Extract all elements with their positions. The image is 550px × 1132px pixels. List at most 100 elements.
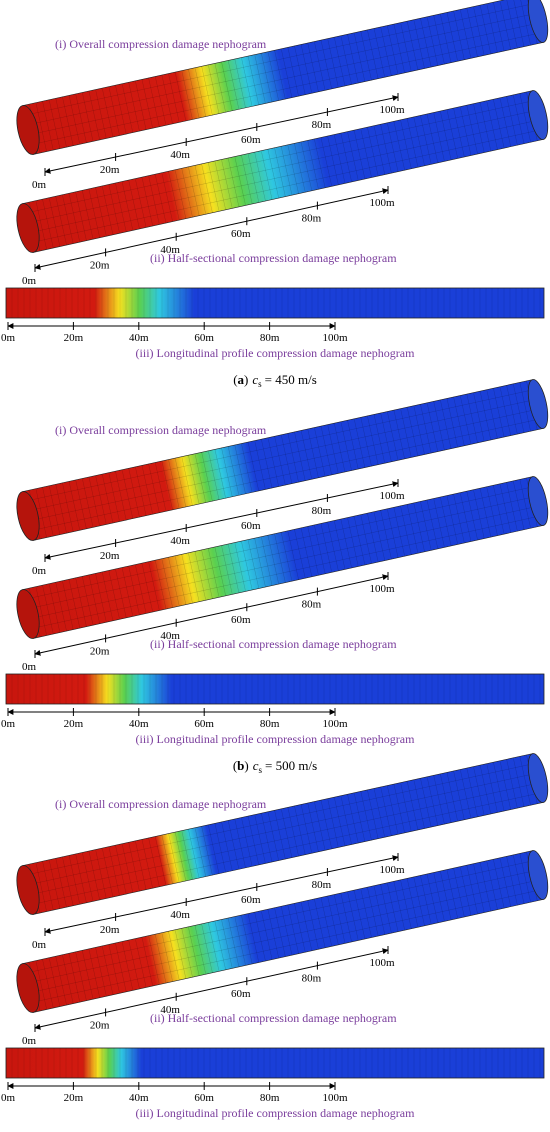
mesh-line	[307, 802, 319, 852]
mesh-line	[433, 775, 445, 825]
mesh-line	[400, 119, 412, 169]
tunnel-end	[527, 753, 549, 803]
mesh-line	[519, 853, 531, 903]
scale-label: 40m	[170, 535, 190, 547]
scale-label: 80m	[302, 599, 322, 611]
scale-line	[44, 481, 399, 560]
mesh-line	[440, 497, 452, 546]
caption-letter: a	[238, 372, 245, 387]
mesh-line	[261, 813, 273, 863]
mesh-line	[267, 437, 279, 487]
half-label: (ii) Half-sectional compression damage n…	[150, 1011, 397, 1025]
scale-label: 60m	[194, 1092, 214, 1104]
overall-label: (i) Overall compression damage nephogram	[55, 797, 267, 811]
mesh-line	[320, 40, 332, 89]
scale-label: 40m	[170, 149, 190, 161]
mesh-line	[347, 420, 359, 470]
mesh-line	[440, 111, 452, 160]
mesh-line	[440, 399, 452, 449]
mesh-line	[513, 0, 525, 47]
mesh-line	[373, 414, 385, 464]
scale-label: 60m	[194, 718, 214, 730]
mesh-line	[466, 105, 478, 155]
mesh-line	[426, 499, 439, 549]
mesh-line	[433, 401, 445, 451]
mesh-line	[426, 113, 439, 163]
mesh-line	[400, 408, 412, 458]
caption-subscript: s	[259, 765, 263, 775]
mesh-line	[519, 382, 531, 432]
tunnel-profile	[5, 287, 545, 319]
mesh-line	[373, 788, 385, 838]
mesh-line	[406, 504, 419, 554]
mesh-line	[426, 776, 438, 826]
mesh-line	[479, 488, 492, 538]
mesh-line	[473, 863, 485, 913]
scale-label: 100m	[379, 104, 405, 116]
mesh-line	[287, 433, 299, 483]
mesh-line	[486, 763, 498, 813]
mesh-line	[314, 801, 326, 851]
scale-label: 0m	[22, 275, 37, 287]
mesh-line	[274, 50, 286, 100]
scale-label: 100m	[379, 490, 405, 502]
mesh-line	[360, 791, 372, 841]
mesh-line	[486, 3, 498, 53]
mesh-line	[360, 31, 372, 81]
mesh-line	[387, 25, 399, 75]
mesh-line	[453, 868, 465, 917]
mesh-line	[347, 34, 359, 84]
mesh-line	[387, 785, 399, 835]
mesh-line	[287, 47, 299, 97]
mesh-line	[267, 811, 279, 861]
mesh-line	[400, 22, 412, 72]
caption-paren: (	[233, 758, 237, 773]
longitudinal-label: (iii) Longitudinal profile compression d…	[136, 732, 416, 746]
mesh-line	[327, 38, 339, 88]
scale-label: 60m	[194, 332, 214, 344]
mesh-line	[400, 505, 412, 555]
scale-label: 60m	[241, 894, 261, 906]
mesh-line	[314, 41, 326, 91]
mesh-line	[287, 807, 299, 857]
mesh-line	[440, 871, 452, 920]
mesh-line	[473, 103, 485, 153]
caption: (a) cs = 450 m/s	[233, 372, 317, 389]
mesh-line	[453, 108, 465, 157]
mesh-line	[479, 862, 492, 912]
mesh-line	[513, 854, 525, 904]
scale-label: 80m	[302, 973, 322, 985]
caption-subscript: s	[258, 379, 262, 389]
scale-label: 80m	[312, 879, 332, 891]
mesh-line	[506, 0, 518, 49]
mesh-line	[460, 9, 472, 59]
tunnel-end	[16, 491, 40, 541]
mesh-line	[506, 856, 518, 906]
mesh-line	[513, 757, 525, 807]
mesh-line	[440, 773, 452, 823]
mesh-line	[413, 116, 425, 166]
scale-label: 100m	[379, 864, 405, 876]
mesh-line	[413, 779, 425, 829]
scale-label: 40m	[170, 909, 190, 921]
mesh-line	[426, 402, 438, 452]
scale-label: 20m	[90, 1019, 110, 1031]
mesh-line	[320, 800, 332, 849]
mesh-line	[347, 794, 359, 844]
scale-label: 80m	[312, 505, 332, 517]
caption-symbol: c	[253, 758, 259, 773]
mesh-line	[446, 398, 458, 448]
scale-label: 80m	[260, 332, 280, 344]
mesh-line	[499, 857, 511, 907]
mesh-line	[493, 2, 505, 52]
scale-line	[44, 95, 399, 174]
scale-label: 0m	[22, 1035, 37, 1047]
mesh-line	[446, 495, 458, 545]
mesh-line	[486, 860, 498, 910]
mesh-line	[479, 102, 492, 152]
mesh-line	[327, 424, 339, 474]
mesh-line	[387, 411, 399, 461]
scale-label: 100m	[322, 332, 348, 344]
scale-label: 60m	[231, 228, 251, 240]
